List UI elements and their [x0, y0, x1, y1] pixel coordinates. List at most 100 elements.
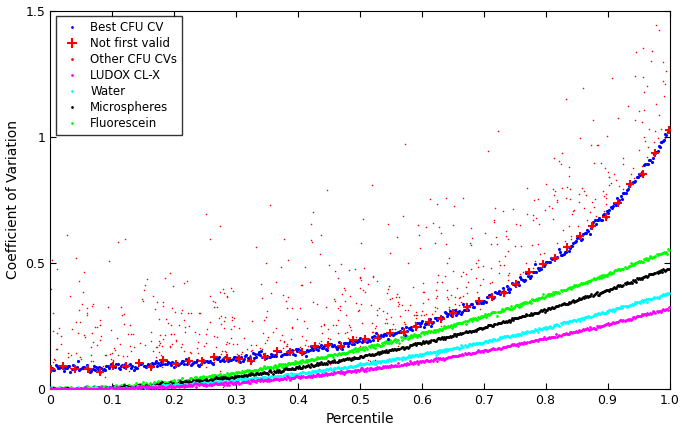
Point [191, 345, 202, 352]
Point [267, 329, 278, 336]
Point [403, 306, 414, 313]
Point [344, 267, 355, 273]
Point [278, 291, 289, 298]
Point [154, 340, 165, 347]
Point [491, 241, 502, 248]
Point [423, 295, 434, 302]
Point [149, 305, 160, 312]
Point [399, 140, 410, 147]
Point [578, 188, 589, 195]
Point [527, 264, 538, 271]
Point [385, 296, 396, 303]
Point [658, 59, 669, 66]
Point [147, 348, 158, 355]
Point [382, 310, 393, 317]
Point [220, 349, 231, 356]
Point [528, 212, 539, 219]
Point [229, 314, 240, 321]
Point [393, 342, 403, 349]
Point [105, 356, 116, 363]
Point [447, 267, 458, 274]
Point [95, 336, 105, 343]
Point [286, 335, 297, 342]
Point [219, 325, 229, 332]
Point [382, 289, 393, 296]
Point [354, 284, 365, 291]
Point [477, 263, 488, 270]
Point [314, 250, 325, 257]
Point [282, 304, 292, 311]
Point [222, 293, 233, 300]
Point [486, 240, 497, 247]
Point [116, 311, 127, 318]
Point [399, 320, 410, 327]
Point [81, 383, 92, 390]
Point [220, 313, 231, 320]
Point [338, 284, 349, 291]
Point [503, 276, 514, 283]
Point [260, 340, 271, 346]
Point [514, 270, 525, 277]
Point [432, 279, 443, 286]
Point [441, 286, 452, 293]
Point [205, 318, 216, 325]
Point [585, 141, 596, 148]
Point [330, 321, 341, 328]
Point [275, 348, 286, 355]
Point [165, 342, 176, 349]
Point [471, 274, 482, 281]
Point [399, 307, 410, 314]
Point [613, 114, 624, 121]
Point [560, 238, 571, 245]
Point [551, 240, 562, 247]
Point [220, 348, 231, 355]
Point [193, 338, 204, 345]
Point [247, 318, 258, 324]
Point [123, 330, 134, 337]
Point [129, 344, 140, 351]
Point [205, 235, 216, 242]
Point [368, 273, 379, 280]
Point [587, 117, 598, 124]
Point [216, 347, 227, 354]
Point [479, 229, 490, 236]
Point [454, 294, 465, 301]
Point [483, 292, 494, 299]
Point [449, 294, 460, 301]
Point [176, 307, 187, 314]
Point [119, 321, 129, 328]
Point [256, 295, 267, 302]
Point [595, 160, 606, 167]
Point [441, 241, 452, 248]
Point [600, 190, 611, 197]
Point [602, 169, 613, 176]
Point [548, 185, 559, 192]
Point [549, 187, 560, 194]
Point [441, 195, 452, 202]
Point [577, 184, 588, 191]
Point [154, 337, 165, 344]
Point [630, 116, 640, 123]
Point [150, 343, 161, 350]
Point [48, 328, 59, 335]
Point [397, 213, 408, 219]
Point [522, 269, 533, 276]
Point [152, 344, 163, 351]
Point [275, 337, 286, 344]
Point [556, 161, 566, 168]
Point [142, 276, 153, 283]
Point [573, 199, 584, 206]
Point [65, 352, 76, 359]
Point [119, 311, 129, 318]
Point [124, 367, 135, 374]
Point [138, 286, 149, 293]
Point [201, 210, 212, 217]
Point [113, 352, 124, 359]
Point [214, 368, 225, 375]
Point [573, 222, 584, 229]
Point [408, 312, 419, 319]
Point [99, 373, 110, 380]
Point [100, 351, 111, 358]
Point [510, 243, 521, 250]
Point [308, 209, 319, 216]
